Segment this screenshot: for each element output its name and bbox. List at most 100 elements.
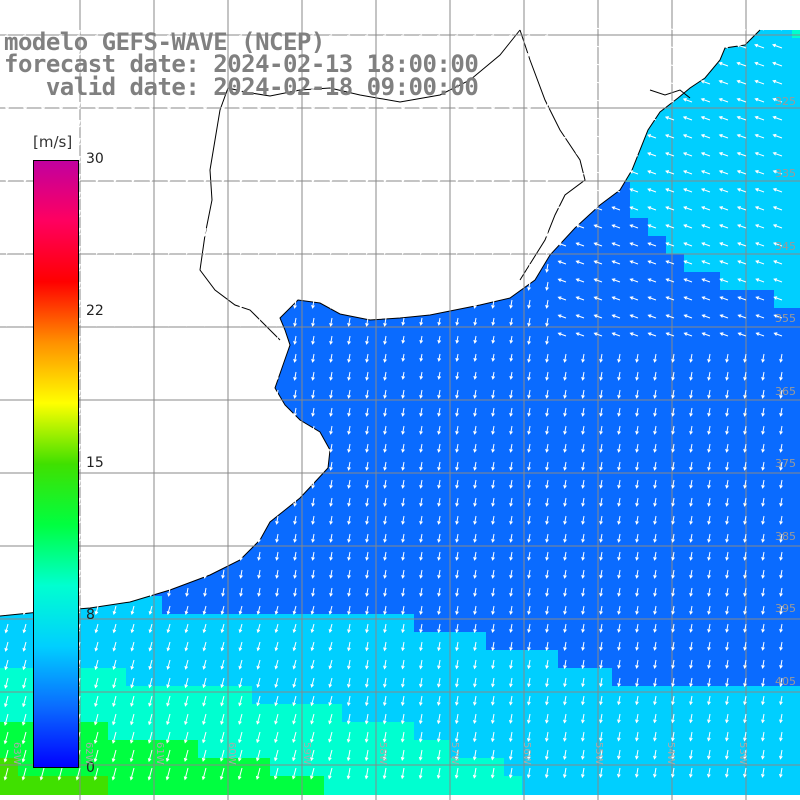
- wind-speed-cell: [252, 668, 271, 687]
- wind-arrow: [754, 79, 765, 85]
- wind-arrow: [509, 551, 513, 561]
- wind-speed-cell: [792, 236, 800, 255]
- wind-arrow: [113, 353, 117, 363]
- wind-arrow: [383, 137, 387, 147]
- wind-arrow: [383, 389, 387, 399]
- wind-arrow: [401, 281, 405, 291]
- wind-speed-cell: [450, 722, 469, 741]
- wind-arrow: [328, 749, 333, 762]
- wind-speed-cell: [774, 362, 793, 381]
- wind-arrow: [419, 155, 423, 165]
- wind-speed-cell: [684, 740, 703, 759]
- wind-speed-cell: [648, 128, 667, 147]
- wind-arrow: [256, 695, 261, 707]
- wind-arrow: [689, 623, 693, 633]
- wind-speed-cell: [432, 344, 451, 363]
- wind-arrow: [508, 731, 513, 743]
- wind-speed-cell: [522, 488, 541, 507]
- wind-arrow: [41, 65, 45, 75]
- wind-arrow: [220, 731, 225, 744]
- wind-arrow: [665, 170, 675, 175]
- wind-arrow: [311, 335, 315, 345]
- wind-arrow: [646, 44, 657, 49]
- wind-arrow: [455, 425, 459, 435]
- wind-arrow: [755, 296, 765, 301]
- wind-arrow: [455, 695, 459, 706]
- wind-arrow: [129, 749, 135, 763]
- wind-arrow: [725, 623, 729, 633]
- wind-arrow: [754, 97, 765, 103]
- wind-arrow: [455, 533, 459, 543]
- wind-arrow: [365, 299, 369, 309]
- wind-speed-cell: [720, 596, 739, 615]
- wind-speed-cell: [432, 380, 451, 399]
- wind-speed-cell: [612, 776, 631, 795]
- wind-speed-cell: [756, 506, 775, 525]
- wind-arrow: [761, 389, 765, 399]
- wind-arrow: [779, 713, 783, 724]
- wind-speed-cell: [522, 308, 541, 327]
- wind-arrow: [509, 335, 514, 344]
- wind-speed-cell: [612, 686, 631, 705]
- wind-speed-cell: [756, 398, 775, 417]
- wind-speed-cell: [666, 542, 685, 561]
- wind-arrow: [239, 263, 243, 273]
- wind-arrow: [113, 443, 117, 453]
- wind-arrow: [527, 623, 531, 634]
- wind-speed-cell: [216, 632, 235, 651]
- wind-speed-cell: [288, 776, 307, 795]
- wind-speed-cell: [198, 596, 217, 615]
- wind-speed-cell: [306, 668, 325, 687]
- wind-arrow: [509, 533, 513, 543]
- wind-arrow: [635, 659, 639, 669]
- wind-arrow: [455, 551, 459, 561]
- wind-speed-cell: [666, 668, 685, 687]
- wind-arrow: [94, 659, 99, 671]
- wind-arrow: [544, 731, 549, 742]
- wind-speed-cell: [774, 776, 793, 795]
- wind-speed-cell: [774, 722, 793, 741]
- wind-speed-cell: [540, 434, 559, 453]
- wind-speed-cell: [270, 686, 289, 705]
- wind-arrow: [665, 224, 675, 229]
- wind-arrow: [575, 62, 585, 67]
- wind-speed-cell: [612, 722, 631, 741]
- wind-arrow: [275, 173, 279, 183]
- wind-arrow: [5, 569, 9, 579]
- wind-speed-cell: [594, 452, 613, 471]
- wind-speed-cell: [396, 614, 415, 633]
- wind-arrow: [401, 569, 405, 579]
- wind-arrow: [220, 605, 225, 615]
- wind-arrow: [95, 137, 99, 147]
- wind-speed-cell: [198, 650, 217, 669]
- wind-speed-cell: [612, 236, 631, 255]
- wind-arrow: [401, 515, 405, 525]
- wind-speed-cell: [702, 254, 721, 273]
- wind-speed-cell: [756, 578, 775, 597]
- wind-arrow: [617, 407, 621, 417]
- wind-speed-cell: [270, 560, 289, 579]
- wind-arrow: [629, 296, 639, 301]
- wind-speed-cell: [630, 182, 649, 201]
- wind-arrow: [491, 191, 495, 201]
- wind-speed-cell: [612, 668, 631, 687]
- wind-speed-cell: [774, 614, 793, 633]
- wind-arrow: [581, 569, 585, 579]
- wind-speed-cell: [432, 416, 451, 435]
- wind-arrow: [329, 551, 333, 561]
- wind-speed-cell: [216, 668, 235, 687]
- wind-arrow: [736, 25, 747, 31]
- wind-arrow: [329, 479, 333, 489]
- wind-arrow: [646, 26, 657, 31]
- wind-arrow: [635, 371, 639, 381]
- wind-arrow: [772, 79, 783, 85]
- wind-arrow: [329, 371, 333, 381]
- wind-speed-cell: [630, 668, 649, 687]
- wind-speed-cell: [684, 776, 703, 795]
- wind-arrow: [772, 224, 783, 229]
- wind-arrow: [5, 515, 9, 525]
- wind-arrow: [185, 65, 189, 75]
- wind-arrow: [455, 137, 459, 147]
- wind-speed-cell: [324, 650, 343, 669]
